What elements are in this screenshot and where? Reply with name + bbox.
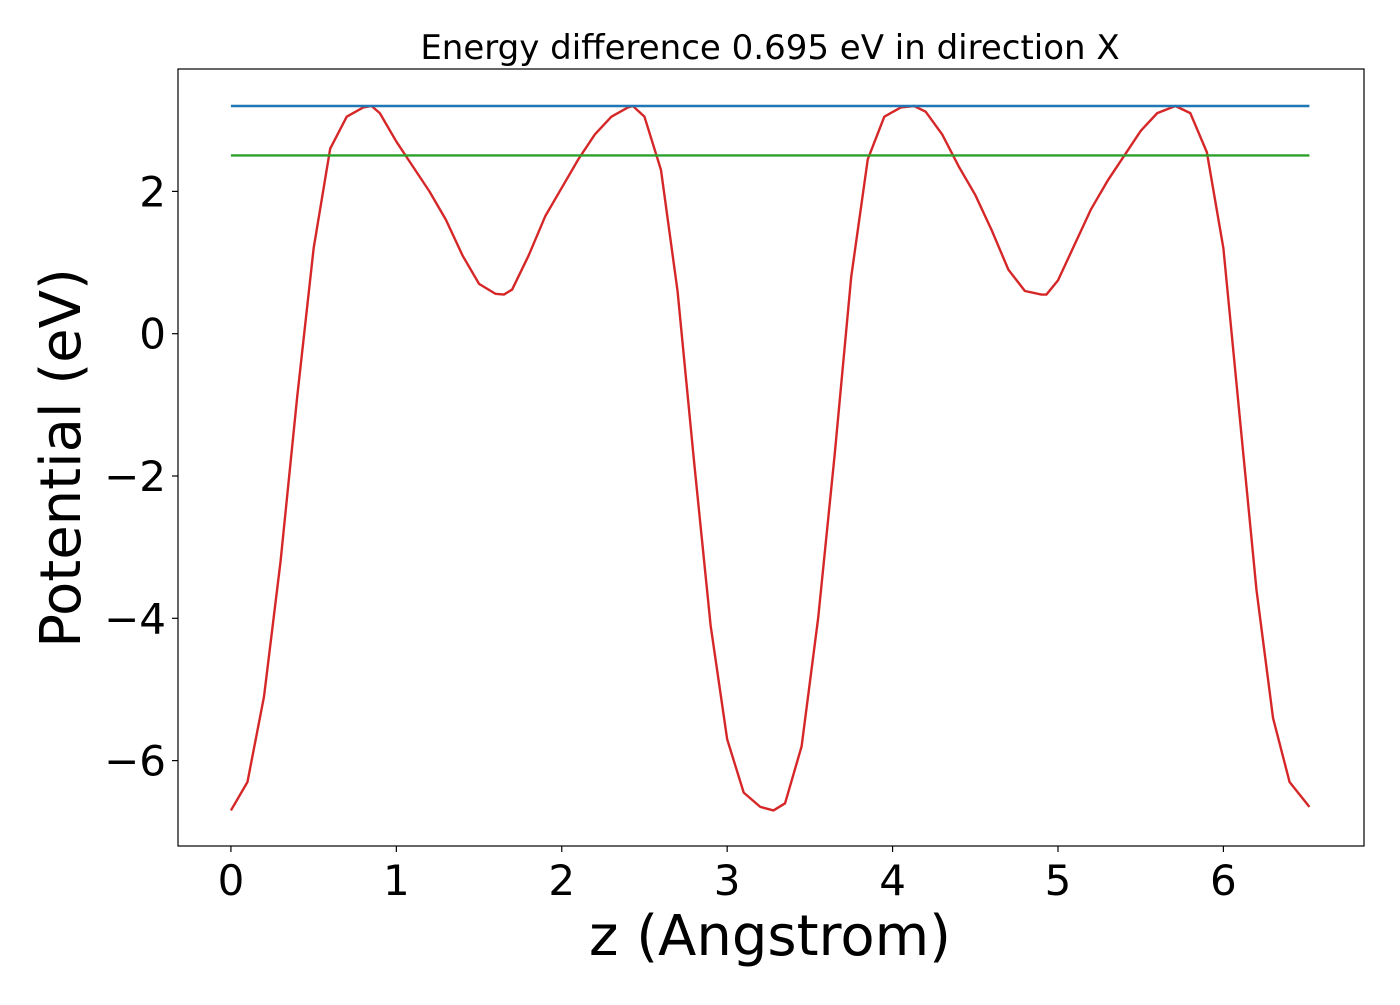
- y-axis-label: Potential (eV): [29, 268, 94, 648]
- chart-title: Energy difference 0.695 eV in direction …: [420, 28, 1119, 68]
- y-axis: −6 −4 −2 0 2: [104, 167, 178, 786]
- y-tick-label: 0: [139, 310, 166, 359]
- plot-area: [229, 104, 1311, 812]
- y-tick-label: 2: [139, 167, 166, 216]
- x-axis-label: z (Angstrom): [589, 904, 951, 969]
- x-tick-label: 1: [383, 856, 410, 905]
- y-tick-label: −2: [104, 452, 166, 501]
- x-tick-label: 0: [218, 856, 245, 905]
- y-tick-label: −6: [104, 737, 166, 786]
- x-axis: 0 1 2 3 4 5 6: [218, 846, 1237, 905]
- x-tick-label: 6: [1210, 856, 1237, 905]
- plot-frame: [177, 68, 1365, 847]
- x-tick-label: 2: [548, 856, 575, 905]
- x-tick-label: 3: [714, 856, 741, 905]
- y-tick-label: −4: [104, 594, 166, 643]
- x-tick-label: 4: [879, 856, 906, 905]
- series-line-0: [229, 104, 1311, 812]
- x-tick-label: 5: [1045, 856, 1072, 905]
